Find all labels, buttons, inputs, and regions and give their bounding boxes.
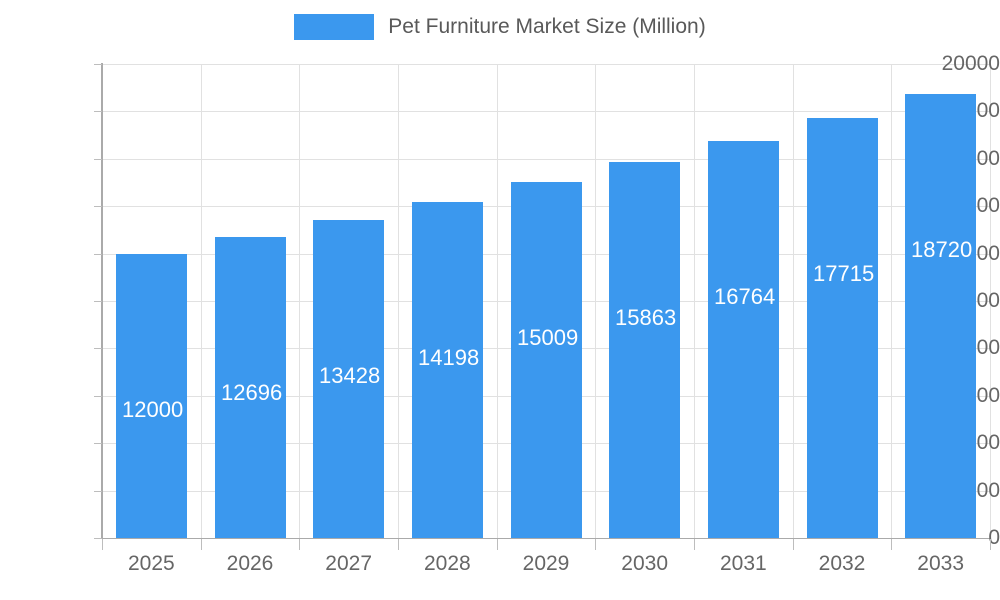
x-axis-tick-label: 2027 <box>325 552 373 575</box>
bar-value-label: 16764 <box>714 283 776 309</box>
legend-color-swatch[interactable] <box>294 14 375 40</box>
bar[interactable] <box>708 140 779 538</box>
x-axis-tick-label: 2025 <box>127 552 175 575</box>
gridline-vertical <box>595 64 596 538</box>
bar[interactable] <box>412 201 483 538</box>
x-tick-mark <box>595 539 596 550</box>
bar-value-label: 14198 <box>418 344 480 370</box>
bar-value-label: 17715 <box>813 261 875 287</box>
gridline-vertical <box>299 64 300 538</box>
x-tick-mark <box>102 539 103 550</box>
x-tick-mark <box>497 539 498 550</box>
y-tick-mark <box>94 64 102 65</box>
y-tick-mark <box>94 395 102 397</box>
gridline-vertical <box>497 64 498 538</box>
bar[interactable] <box>807 118 878 538</box>
gridline-vertical <box>398 64 399 538</box>
bar-value-label: 12000 <box>122 396 184 422</box>
bar-value-label: 12696 <box>221 380 283 406</box>
bar[interactable] <box>116 253 187 538</box>
gridline-vertical <box>793 64 794 538</box>
x-axis-tick-label: 2030 <box>621 552 669 575</box>
bar-value-label: 13428 <box>319 362 381 388</box>
y-tick-mark <box>94 301 102 302</box>
y-tick-mark <box>94 443 102 445</box>
legend-series-label[interactable]: Pet Furniture Market Size (Million) <box>388 15 706 38</box>
gridline-vertical <box>990 64 991 538</box>
x-axis-tick-label: 2031 <box>719 552 767 575</box>
y-axis-tick-label: 20000 <box>941 52 1000 75</box>
x-axis-line <box>102 538 990 539</box>
x-tick-mark <box>694 539 695 550</box>
x-axis-tick-label: 2029 <box>522 552 570 575</box>
y-tick-mark <box>94 348 102 350</box>
y-axis-tick-label: 0 <box>988 526 1000 549</box>
x-axis-tick-label: 2028 <box>423 552 471 575</box>
gridline-vertical <box>694 64 695 538</box>
gridline-vertical <box>201 64 202 538</box>
y-tick-mark <box>94 206 102 208</box>
x-tick-mark <box>201 539 202 550</box>
y-tick-mark <box>94 158 102 160</box>
bar-value-label: 18720 <box>911 237 973 263</box>
x-tick-mark <box>398 539 399 550</box>
x-axis-tick-label: 2032 <box>818 552 866 575</box>
gridline-horizontal <box>102 64 990 65</box>
y-axis-line <box>101 63 103 539</box>
gridline-vertical <box>891 64 892 538</box>
x-tick-mark <box>793 539 794 550</box>
y-tick-mark <box>94 111 102 113</box>
x-axis-tick-label: 2026 <box>226 552 274 575</box>
gridline-horizontal <box>102 111 990 113</box>
chart-legend: Pet Furniture Market Size (Million) <box>0 14 1000 40</box>
bar[interactable] <box>511 182 582 538</box>
x-tick-mark <box>891 539 892 550</box>
x-tick-mark <box>990 539 991 550</box>
gridline-horizontal <box>102 158 990 160</box>
bar[interactable] <box>905 94 976 538</box>
bar-value-label: 15009 <box>517 325 579 351</box>
y-tick-mark <box>94 253 102 255</box>
bar[interactable] <box>215 237 286 538</box>
x-axis-tick-label: 2033 <box>917 552 965 575</box>
bar[interactable] <box>609 162 680 538</box>
x-tick-mark <box>299 539 300 550</box>
y-tick-mark <box>94 538 102 539</box>
y-tick-mark <box>94 490 102 492</box>
bar-value-label: 15863 <box>615 305 677 331</box>
bar[interactable] <box>313 219 384 538</box>
